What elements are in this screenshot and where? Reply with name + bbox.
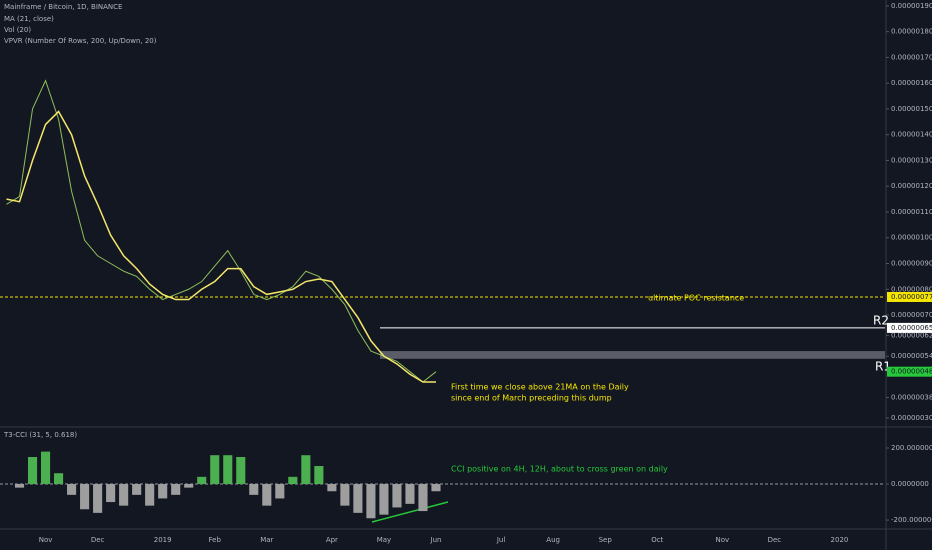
- series-line: [6, 110, 436, 383]
- y-tick-label: 0.00000150: [891, 105, 932, 113]
- cci-bar: [431, 484, 441, 492]
- cci-bar: [301, 455, 311, 485]
- cci-bar: [27, 457, 38, 485]
- x-tick-label: Jul: [496, 536, 506, 544]
- y-tick-label: 0.00000170: [891, 53, 932, 61]
- indicator-label: Vol (20): [4, 26, 31, 34]
- cci-bar: [379, 484, 389, 515]
- x-tick-label: 2020: [831, 536, 849, 544]
- cci-bar: [197, 476, 207, 485]
- cci-title: T3-CCI (31, 5, 0.618): [3, 431, 77, 439]
- cci-bar: [262, 484, 272, 506]
- cci-bar: [171, 484, 181, 495]
- cci-bar: [184, 484, 194, 488]
- cci-bar: [223, 455, 233, 485]
- annotation: ultimate POC resistance: [648, 294, 744, 303]
- indicator-label: MA (21, close): [4, 15, 54, 23]
- indicator-label: VPVR (Number Of Rows, 200, Up/Down, 20): [4, 37, 157, 45]
- symbol-title: Mainframe / Bitcoin, 1D, BINANCE: [4, 3, 122, 11]
- x-tick-label: Mar: [260, 536, 273, 544]
- y-tick-label: 200.0000000: [891, 444, 932, 452]
- r1-zone: [380, 351, 885, 359]
- x-tick-label: Dec: [768, 536, 782, 544]
- series-line: [6, 79, 437, 383]
- cci-bar: [314, 466, 324, 485]
- cci-bar: [210, 455, 220, 485]
- y-tick-label: 0.00000054: [891, 352, 932, 360]
- x-tick-label: Nov: [39, 536, 53, 544]
- y-tick-label: 0.00000180: [891, 28, 932, 36]
- cci-bar: [132, 484, 142, 495]
- y-tick-label: 0.00000130: [891, 156, 932, 164]
- y-tick-label: -200.0000000: [891, 516, 932, 524]
- y-tick-label: 0.00000062: [891, 332, 932, 340]
- y-tick-label: 0.00000080: [891, 285, 932, 293]
- cci-bar: [327, 484, 337, 492]
- cci-bar: [353, 484, 363, 513]
- y-tick-label: 0.00000030: [891, 414, 932, 422]
- annotation: CCI positive on 4H, 12H, about to cross …: [451, 465, 668, 474]
- x-tick-label: Sep: [599, 536, 613, 544]
- price-label: 0.00000065: [891, 324, 932, 332]
- cci-bar: [145, 484, 155, 506]
- cci-bar: [392, 484, 402, 508]
- cci-bar: [249, 484, 259, 495]
- cci-bar: [14, 484, 25, 488]
- cci-bar: [418, 484, 428, 512]
- x-tick-label: 2019: [154, 536, 172, 544]
- cci-bar: [366, 484, 376, 519]
- cci-bar: [40, 451, 51, 485]
- x-tick-label: Jun: [430, 536, 442, 544]
- y-tick-label: 0.00000160: [891, 79, 932, 87]
- y-tick-label: 0.00000110: [891, 208, 932, 216]
- annotation: First time we close above 21MA on the Da…: [451, 383, 629, 392]
- y-tick-label: 0.00000090: [891, 260, 932, 268]
- price-label-box: [887, 322, 932, 333]
- x-tick-label: Oct: [651, 536, 663, 544]
- cci-bar: [106, 484, 116, 503]
- cci-bar: [93, 484, 103, 513]
- y-tick-label: 0.00000070: [891, 311, 932, 319]
- cci-bar: [288, 476, 298, 485]
- y-tick-label: 0.00000100: [891, 234, 932, 242]
- price-label-box: [887, 291, 932, 302]
- x-tick-label: Nov: [715, 536, 729, 544]
- cci-bar: [80, 484, 90, 510]
- cci-bar: [275, 484, 285, 499]
- annotation: R1: [875, 360, 891, 374]
- x-tick-label: May: [377, 536, 391, 544]
- y-tick-label: 0.00000190: [891, 2, 932, 10]
- cci-bar: [340, 484, 350, 506]
- cci-bar: [236, 457, 246, 485]
- cci-bar: [54, 473, 64, 485]
- price-label: 0.00000077: [891, 293, 932, 301]
- x-tick-label: Dec: [91, 536, 105, 544]
- y-tick-label: 0.00000120: [891, 182, 932, 190]
- x-tick-label: Aug: [546, 536, 560, 544]
- x-tick-label: Apr: [326, 536, 338, 544]
- y-tick-label: 0.00000038: [891, 393, 932, 401]
- cci-bar: [67, 484, 77, 495]
- price-label-box: [887, 366, 932, 377]
- trend-line: [371, 501, 449, 523]
- annotation: R2: [873, 314, 889, 328]
- x-tick-label: Feb: [209, 536, 222, 544]
- annotation: since end of March preceding this dump: [451, 394, 612, 403]
- price-label: 0.00000048: [891, 368, 932, 376]
- y-tick-label: 0.0000000: [891, 480, 929, 488]
- cci-bar: [119, 484, 129, 506]
- cci-bar: [158, 484, 168, 499]
- cci-bar: [405, 484, 415, 504]
- y-tick-label: 0.00000140: [891, 131, 932, 139]
